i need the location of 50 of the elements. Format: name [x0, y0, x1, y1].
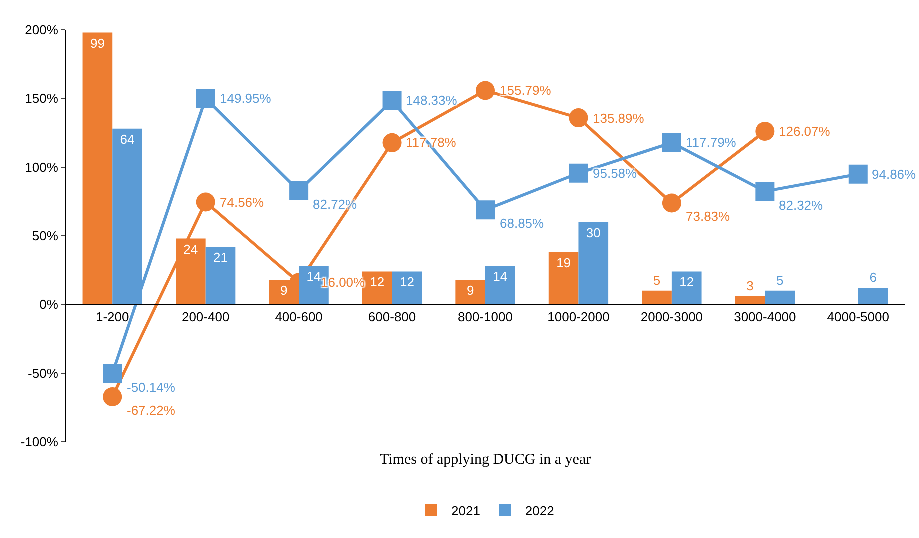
- x-tick-label: 600-800: [368, 309, 416, 324]
- x-axis-title: Times of applying DUCG in a year: [380, 452, 592, 468]
- data-label: 12: [370, 274, 385, 290]
- data-label: 3: [746, 278, 754, 294]
- y-tick-label: 0%: [40, 297, 59, 312]
- data-label: 74.56%: [220, 195, 265, 210]
- x-tick-label: 800-1000: [458, 309, 513, 324]
- x-tick-label: 400-600: [275, 309, 323, 324]
- x-tick-label: 1000-2000: [548, 309, 610, 324]
- legend-label: 2022: [525, 504, 554, 519]
- legend-label: 2021: [452, 504, 480, 519]
- data-label: 155.79%: [500, 83, 552, 98]
- data-label: 117.79%: [686, 135, 737, 150]
- data-label: 30: [586, 225, 601, 240]
- data-label: 12: [680, 274, 694, 290]
- data-label: 9: [280, 282, 288, 298]
- data-label: 135.89%: [593, 111, 645, 126]
- data-label: -50.14%: [127, 380, 176, 395]
- data-label: 149.95%: [220, 91, 272, 106]
- x-tick-label: 3000-4000: [734, 309, 796, 324]
- data-label: 21: [214, 250, 228, 265]
- data-label: 12: [400, 274, 414, 290]
- data-label: 5: [776, 272, 784, 288]
- x-tick-label: 4000-5000: [827, 309, 890, 324]
- data-label: 9: [466, 282, 474, 298]
- data-label: 64: [120, 132, 135, 147]
- data-label: 82.32%: [779, 198, 824, 213]
- x-tick-label: 2000-3000: [640, 309, 704, 324]
- x-tick-label: 200-400: [182, 309, 230, 324]
- data-label: 73.83%: [686, 209, 731, 224]
- data-label: -67.22%: [127, 403, 176, 418]
- data-label: 19: [556, 255, 572, 270]
- data-label: 5: [653, 272, 661, 288]
- data-label: 24: [184, 242, 198, 257]
- y-tick-label: -50%: [28, 366, 59, 381]
- y-tick-label: -100%: [20, 434, 59, 450]
- y-tick-label: 100%: [25, 160, 59, 175]
- data-label: 148.33%: [406, 93, 458, 108]
- data-label: 126.07%: [779, 124, 831, 139]
- data-label: 14: [493, 269, 508, 284]
- data-label: 94.86%: [872, 167, 917, 182]
- y-tick-label: 150%: [25, 91, 59, 106]
- data-label: 95.58%: [593, 166, 638, 181]
- data-label: 68.85%: [500, 216, 545, 231]
- data-label: 99: [90, 36, 105, 51]
- y-tick-label: 50%: [32, 228, 59, 244]
- y-tick-label: 200%: [25, 22, 59, 38]
- data-label: 6: [870, 270, 877, 286]
- x-tick-label: 1-200: [96, 309, 130, 324]
- data-label: 14: [306, 269, 322, 284]
